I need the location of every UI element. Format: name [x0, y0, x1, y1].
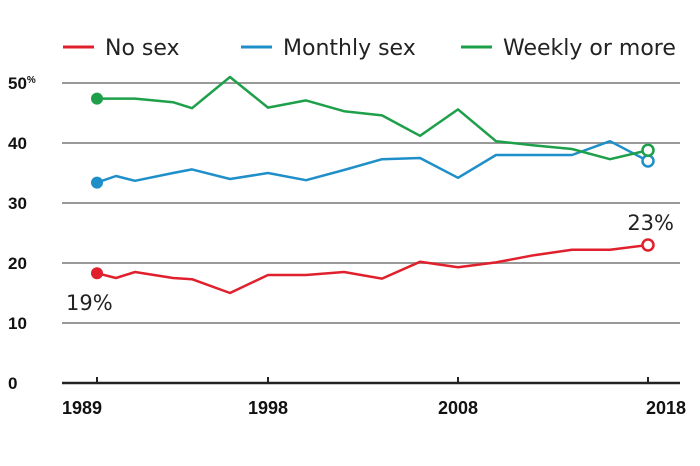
x-tick-label-2018: 2018 [646, 398, 686, 418]
y-tick-label-50: 50% [8, 74, 36, 93]
y-tick-label-10: 10 [8, 314, 27, 333]
end-point-no-sex [641, 238, 655, 252]
y-unit-label: % [27, 75, 36, 86]
y-axis-ticks: 0 10 20 30 40 50% [8, 74, 36, 393]
y-tick-label-20: 20 [8, 254, 27, 273]
end-point-monthly-sex [641, 154, 655, 168]
start-point-monthly-sex [91, 176, 103, 189]
series-line-monthly-sex [96, 139, 649, 184]
start-value-label-no-sex: 19% [66, 291, 113, 315]
series-line-weekly-or-more [97, 75, 649, 161]
y-tick-label-30: 30 [8, 194, 27, 213]
x-axis-ticks: 1989 1998 2008 2018 [62, 377, 686, 418]
legend: No sex Monthly sex Weekly or more [63, 36, 676, 61]
series-line-no-sex [96, 243, 649, 295]
end-value-label-no-sex: 23% [627, 211, 674, 235]
gridlines [62, 82, 680, 385]
x-tick-label-2008: 2008 [438, 398, 478, 418]
data-labels: 19% 23% [66, 211, 674, 315]
series-lines [96, 75, 649, 295]
y-tick-label-40: 40 [8, 134, 27, 153]
series-markers [91, 92, 655, 280]
legend-label-monthly-sex: Monthly sex [283, 36, 416, 61]
x-tick-label-1989: 1989 [62, 398, 102, 418]
legend-label-weekly-or-more: Weekly or more [503, 36, 676, 61]
x-tick-label-1998: 1998 [248, 398, 288, 418]
start-point-no-sex [91, 267, 103, 280]
end-point-weekly-or-more [641, 143, 655, 157]
start-point-weekly-or-more [91, 92, 103, 105]
y-tick-label-0: 0 [8, 374, 17, 393]
legend-label-no-sex: No sex [105, 36, 180, 61]
